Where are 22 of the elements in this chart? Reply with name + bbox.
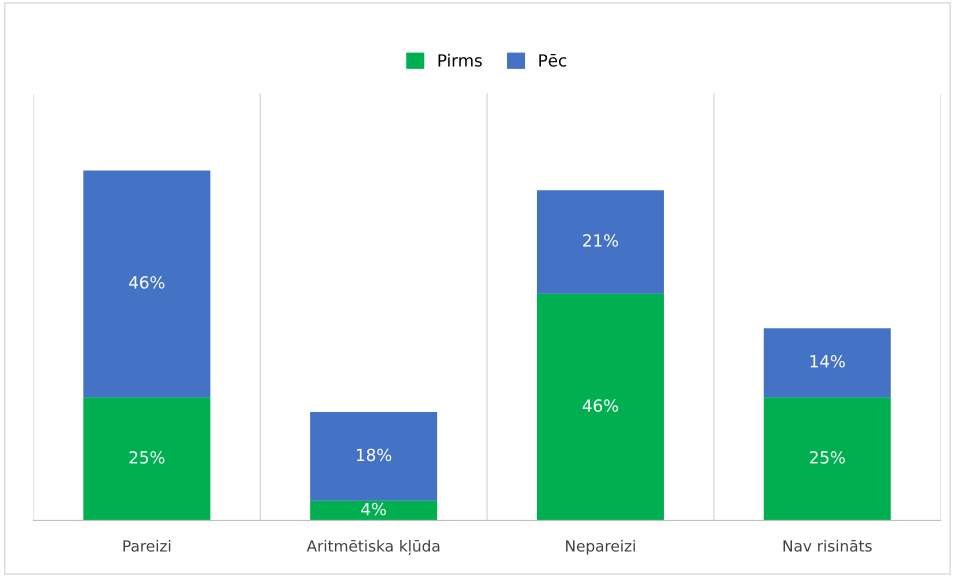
data-label: 46%: [129, 276, 164, 289]
x-tick-label: Aritmētiska kļūda: [306, 540, 440, 556]
data-label: 4%: [361, 502, 386, 516]
bar: [310, 500, 438, 520]
bar: [83, 170, 210, 398]
data-label: 25%: [810, 451, 845, 464]
data-label: 14%: [810, 354, 845, 368]
legend-label: Pirms: [438, 54, 482, 67]
bar: [536, 294, 664, 520]
legend-label: Pēc: [539, 54, 566, 67]
data-label: 25%: [130, 451, 164, 464]
x-tick-label: Nav risināts: [784, 540, 872, 552]
x-tick-label: Nepareizi: [566, 540, 635, 555]
data-label: 46%: [582, 399, 618, 412]
x-tick-label: Pareizi: [123, 540, 170, 552]
bar: [536, 190, 664, 294]
bar: [764, 328, 891, 398]
data-label: 21%: [583, 234, 618, 247]
bar: [764, 397, 891, 520]
bar: [83, 397, 210, 520]
data-label: 18%: [356, 448, 392, 462]
bar: [310, 412, 438, 501]
